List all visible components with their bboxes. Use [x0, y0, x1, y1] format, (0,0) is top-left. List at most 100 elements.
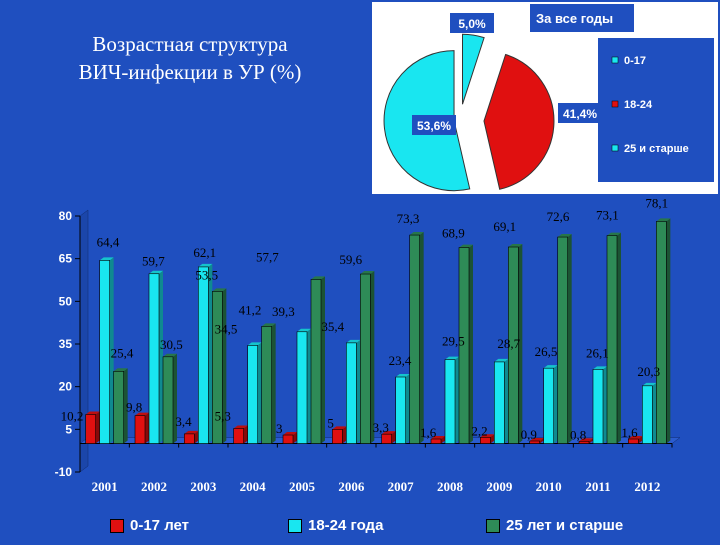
- pie-legend-swatch: [611, 144, 619, 152]
- y-tick-label: 80: [59, 209, 73, 223]
- pie-value-label-box: [450, 13, 494, 33]
- data-label: 59,6: [339, 252, 362, 267]
- pie-legend-swatch: [611, 100, 619, 108]
- bar-side: [567, 234, 572, 444]
- bar-top: [459, 244, 473, 248]
- bar-top: [163, 353, 177, 357]
- bar-18-24-года-2002: [148, 273, 160, 444]
- data-label: 72,6: [547, 209, 570, 224]
- bar-top: [494, 358, 509, 362]
- bar-top: [395, 373, 410, 377]
- data-label: 1,6: [621, 425, 638, 440]
- bar-top: [346, 339, 361, 343]
- y-tick-label: 5: [65, 422, 72, 436]
- data-label: 5: [327, 415, 334, 430]
- bar-side: [222, 288, 227, 444]
- bar-18-24-года-2007: [395, 376, 406, 444]
- data-label: 10,2: [61, 409, 84, 424]
- data-label: 3,3: [373, 420, 389, 435]
- bar-0-17-лет-2012: [628, 438, 639, 444]
- bar-side: [271, 323, 276, 444]
- y-tick-label: -10: [55, 465, 73, 479]
- bar-side: [243, 425, 248, 444]
- bar-side: [321, 276, 325, 444]
- bar-0-17-лет-2008: [430, 438, 442, 444]
- bar-18-24-года-2012: [642, 385, 653, 444]
- bar-top: [113, 368, 128, 372]
- bar-side: [419, 232, 424, 444]
- pie-chart: 5,0% 41,4% 53,6% За все годы 0-17 18-24 25 и с…: [383, 4, 714, 192]
- bar-side: [469, 244, 473, 444]
- bar-side: [159, 270, 163, 444]
- data-label: 5,3: [215, 408, 231, 423]
- bar-side: [553, 365, 558, 444]
- pie-legend-label: 25 и старше: [624, 143, 689, 155]
- bar-top: [480, 434, 495, 438]
- x-tick-label: 2005: [289, 479, 316, 494]
- data-label: 41,2: [239, 302, 262, 317]
- bar-25-лет-и-старше-2010: [557, 236, 568, 444]
- bar-side: [145, 412, 149, 444]
- bar-side: [617, 232, 621, 444]
- data-label: 62,1: [193, 245, 216, 260]
- bar-top: [557, 234, 572, 238]
- data-label: 78,1: [645, 196, 668, 210]
- bar-25-лет-и-старше-2009: [508, 246, 519, 444]
- pie-value-label: 41,4%: [563, 107, 597, 121]
- bar-side: [109, 257, 114, 444]
- data-label: 29,5: [442, 334, 465, 349]
- data-label: 26,1: [586, 345, 609, 360]
- bar-side: [490, 434, 495, 444]
- bar-0-17-лет-2007: [381, 433, 392, 444]
- bar-side: [370, 271, 375, 444]
- data-label: 9,8: [126, 400, 142, 415]
- bar-side: [455, 356, 459, 444]
- bar-side: [603, 366, 607, 444]
- x-tick-label: 2006: [338, 479, 365, 494]
- pie-value-label-box: [558, 103, 602, 123]
- pie-legend-label: 0-17: [624, 55, 646, 67]
- bar-top: [360, 271, 375, 275]
- bar-side: [293, 432, 297, 444]
- data-label: 64,4: [97, 234, 120, 249]
- bar-top: [508, 244, 523, 248]
- bar-side: [638, 436, 643, 444]
- data-label: 30,5: [160, 337, 183, 352]
- slide-title-line-1: Возрастная структура: [92, 32, 288, 56]
- legend-label-18-24: 18-24 года: [308, 517, 384, 534]
- data-label: 57,7: [256, 249, 279, 264]
- bar-top: [247, 342, 262, 346]
- data-label: 39,3: [272, 304, 295, 319]
- x-tick-label: 2004: [240, 479, 267, 494]
- legend-swatch-0-17: [110, 518, 124, 533]
- bar-25-лет-и-старше-2006: [360, 273, 371, 444]
- data-label: 0,8: [570, 427, 586, 442]
- bar-top: [297, 328, 311, 332]
- bar-top: [579, 438, 593, 442]
- data-label: 73,1: [596, 208, 619, 223]
- bar-side: [391, 431, 396, 444]
- bar-18-24-года-2006: [346, 342, 357, 444]
- bar-side: [518, 244, 523, 444]
- bar-top: [283, 432, 297, 436]
- legend-label-25-plus: 25 лет и старше: [506, 517, 624, 534]
- x-tick-label: 2002: [141, 479, 167, 494]
- bar-side: [441, 436, 445, 444]
- data-label: 23,4: [389, 353, 412, 368]
- data-label: 26,5: [535, 344, 558, 359]
- bar-0-17-лет-2010: [529, 440, 540, 444]
- bar-chart-legend: 0-17 лет 18-24 года 25 лет и старше: [0, 508, 720, 538]
- bar-0-17-лет-2001: [85, 414, 96, 444]
- data-label: 34,5: [215, 321, 238, 336]
- pie-legend-swatch: [611, 56, 619, 64]
- bar-side: [194, 430, 199, 444]
- y-tick-label: 35: [59, 337, 73, 351]
- bar-side: [123, 368, 128, 444]
- x-tick-label: 2008: [437, 479, 464, 494]
- pie-chart-panel: 5,0% 41,4% 53,6% За все годы 0-17 18-24 25 и с…: [372, 2, 718, 194]
- data-label: 20,3: [637, 364, 660, 379]
- pie-slice-18-24: [483, 53, 555, 190]
- bar-top: [233, 425, 248, 429]
- slide-title: Возрастная структура ВИЧ-инфекции в УР (…: [30, 30, 350, 86]
- bar-side: [666, 218, 671, 444]
